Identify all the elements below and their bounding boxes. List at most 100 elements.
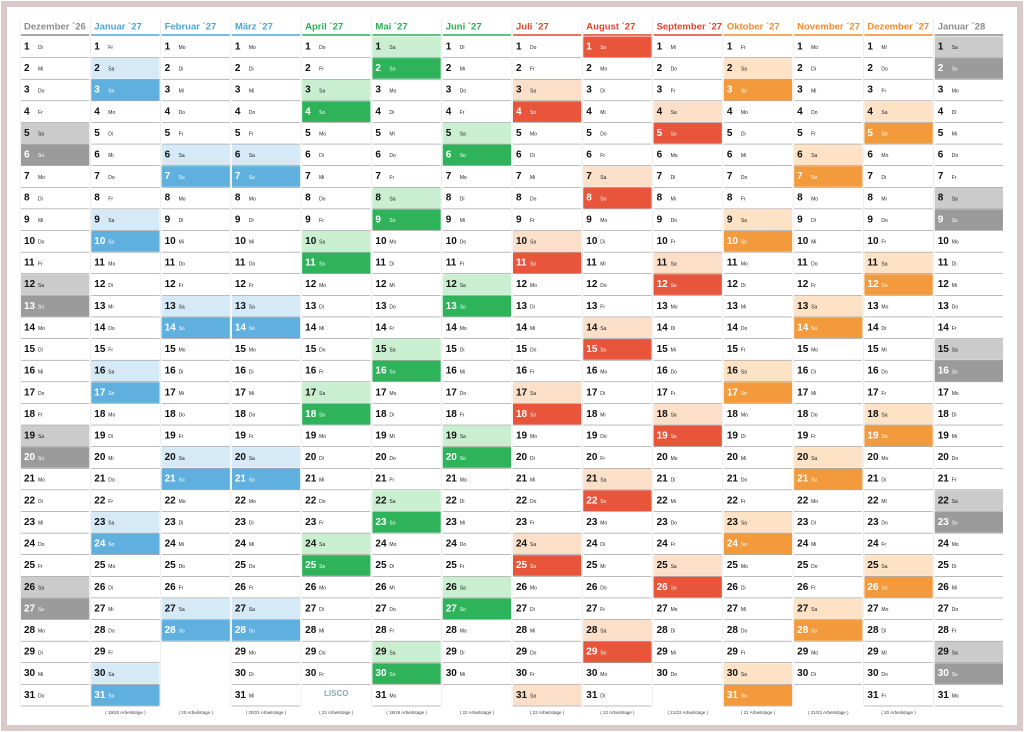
weekday: Di [600, 240, 605, 246]
weekday: Fr [671, 391, 676, 397]
day-number: 25 [657, 560, 669, 571]
weekday: Mi [389, 283, 394, 289]
weekday: So [460, 153, 466, 159]
weekday: Sa [600, 629, 606, 635]
weekday: Fr [952, 629, 957, 635]
weekday: Fr [671, 542, 676, 548]
day-number: 25 [24, 560, 36, 571]
weekday: Sa [881, 261, 887, 267]
day-number: 5 [235, 128, 241, 139]
weekday: Mo [530, 434, 537, 440]
day-number: 30 [446, 668, 458, 679]
weekday: Mi [881, 196, 886, 202]
day-number: 8 [165, 193, 171, 204]
weekday: So [460, 456, 466, 462]
day-number: 6 [586, 150, 592, 161]
weekday: So [249, 477, 255, 483]
day-number: 17 [797, 387, 809, 398]
day-number: 14 [94, 322, 106, 333]
day-number: 23 [446, 517, 458, 528]
weekend-cell [372, 339, 441, 360]
weekend-cell [372, 58, 441, 79]
day-number: 25 [938, 560, 950, 571]
day-number: 7 [305, 171, 311, 182]
day-number: 31 [516, 690, 528, 701]
day-number: 14 [727, 322, 739, 333]
weekday: Fr [460, 413, 465, 419]
day-number: 22 [938, 495, 950, 506]
weekday: Di [38, 196, 43, 202]
day-number: 2 [446, 63, 452, 74]
day-number: 10 [727, 236, 739, 247]
day-number: 26 [867, 582, 879, 593]
day-number: 17 [305, 387, 317, 398]
weekday: So [179, 326, 185, 332]
weekend-cell [91, 533, 160, 555]
weekday: Di [319, 456, 324, 462]
weekday: Fr [600, 153, 605, 159]
weekday: Fr [881, 542, 886, 548]
day-number: 23 [867, 517, 879, 528]
weekend-cell [442, 274, 511, 295]
weekday: Sa [108, 218, 114, 224]
day-number: 14 [446, 322, 458, 333]
weekday: Mi [600, 413, 605, 419]
weekday: Do [249, 413, 256, 419]
day-number: 10 [235, 236, 247, 247]
weekday: Mo [952, 88, 959, 94]
day-number: 25 [94, 560, 106, 571]
weekday: Fr [179, 283, 184, 289]
day-number: 22 [586, 495, 598, 506]
day-number: 27 [446, 603, 458, 614]
day-number: 15 [727, 344, 739, 355]
day-number: 20 [727, 452, 739, 463]
weekend-cell [513, 533, 582, 555]
weekday: So [108, 391, 114, 397]
weekday: Mi [108, 153, 113, 159]
weekday: Di [952, 564, 957, 570]
weekday: Sa [530, 391, 536, 397]
day-number: 27 [94, 603, 106, 614]
day-number: 30 [938, 668, 950, 679]
weekend-cell [794, 144, 863, 166]
day-number: 13 [305, 301, 317, 312]
weekday: Fr [530, 521, 535, 527]
weekday: Fr [108, 499, 113, 505]
weekend-cell [372, 490, 441, 511]
day-number: 25 [586, 560, 598, 571]
weekday: Sa [530, 694, 536, 700]
weekday: Do [600, 283, 607, 289]
weekday: Fr [38, 261, 43, 267]
weekday: Mo [952, 694, 959, 700]
day-number: 9 [938, 214, 944, 225]
weekend-cell [934, 663, 1003, 684]
weekend-cell [583, 468, 652, 490]
day-number: 12 [24, 279, 36, 290]
weekday: Do [671, 369, 678, 375]
day-number: 27 [235, 603, 247, 614]
day-number: 24 [516, 539, 528, 550]
day-number: 31 [867, 690, 879, 701]
day-number: 1 [305, 41, 311, 52]
weekday: So [530, 413, 536, 419]
day-number: 21 [165, 474, 177, 485]
weekday: Mo [389, 542, 396, 548]
day-number: 16 [657, 366, 669, 377]
weekend-cell [723, 382, 793, 403]
weekday: So [881, 132, 887, 138]
weekday: Mo [38, 629, 45, 635]
day-number: 16 [24, 366, 36, 377]
weekday: Fr [671, 240, 676, 246]
day-number: 3 [375, 85, 381, 96]
weekday: Fr [319, 672, 324, 678]
weekday: Di [319, 153, 324, 159]
weekday: Di [389, 110, 394, 116]
weekday: Mi [319, 326, 324, 332]
weekend-cell [583, 36, 652, 58]
weekday: Do [460, 391, 467, 397]
weekday: Do [811, 110, 818, 116]
weekday: Mo [249, 650, 256, 656]
weekday: So [881, 585, 887, 591]
weekday: Sa [811, 304, 817, 310]
weekday: Di [600, 88, 605, 94]
